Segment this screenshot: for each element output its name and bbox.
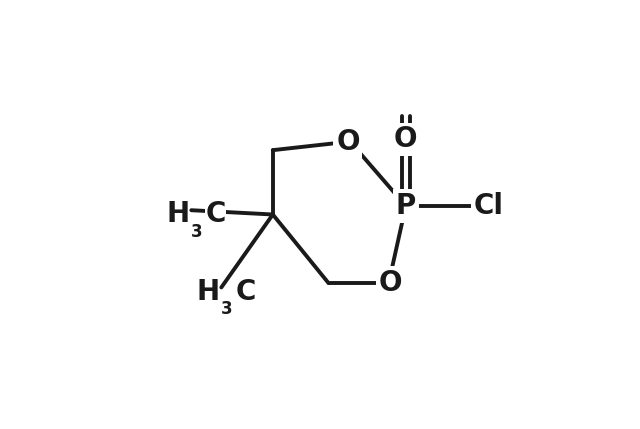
Text: 3: 3 <box>221 300 233 318</box>
Text: O: O <box>336 127 360 156</box>
Text: 3: 3 <box>191 223 203 241</box>
Text: C: C <box>205 200 226 229</box>
Text: C: C <box>236 278 256 306</box>
Text: O: O <box>394 125 417 154</box>
Text: H: H <box>196 278 219 306</box>
Text: P: P <box>396 192 416 220</box>
Text: O: O <box>379 269 403 297</box>
Text: Cl: Cl <box>474 192 504 220</box>
Text: H: H <box>166 200 189 229</box>
